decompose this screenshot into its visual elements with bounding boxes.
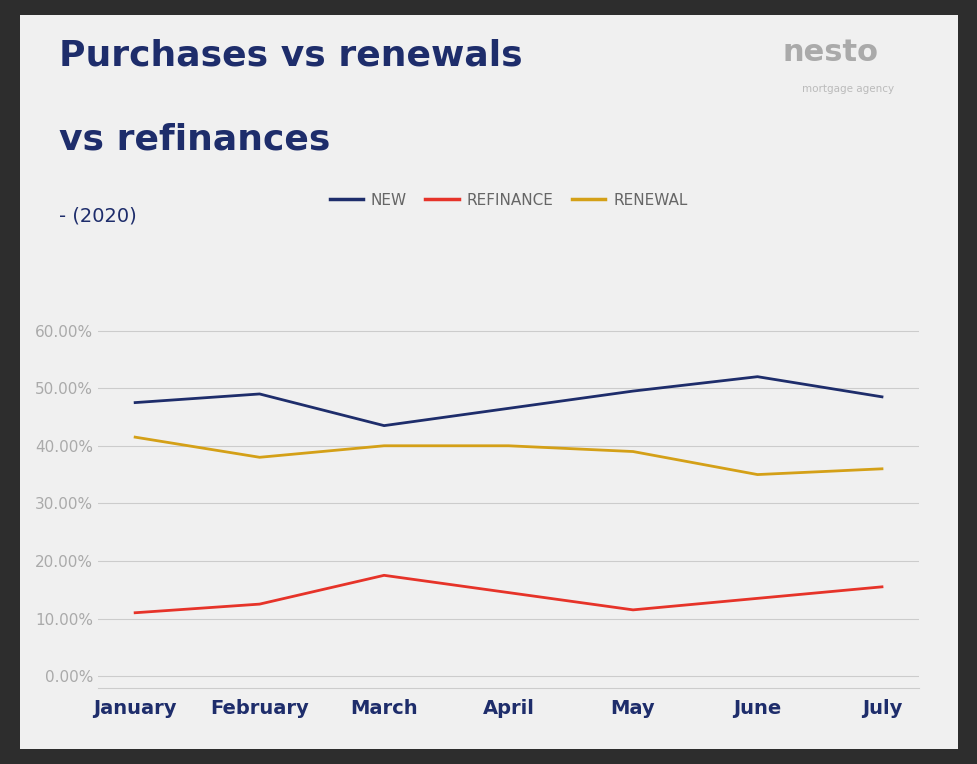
Text: vs refinances: vs refinances xyxy=(59,122,329,157)
Text: nesto: nesto xyxy=(782,38,877,67)
Text: mortgage agency: mortgage agency xyxy=(801,84,893,94)
Legend: NEW, REFINANCE, RENEWAL: NEW, REFINANCE, RENEWAL xyxy=(323,186,693,214)
Text: Purchases vs renewals: Purchases vs renewals xyxy=(59,38,522,73)
Text: - (2020): - (2020) xyxy=(59,206,136,225)
